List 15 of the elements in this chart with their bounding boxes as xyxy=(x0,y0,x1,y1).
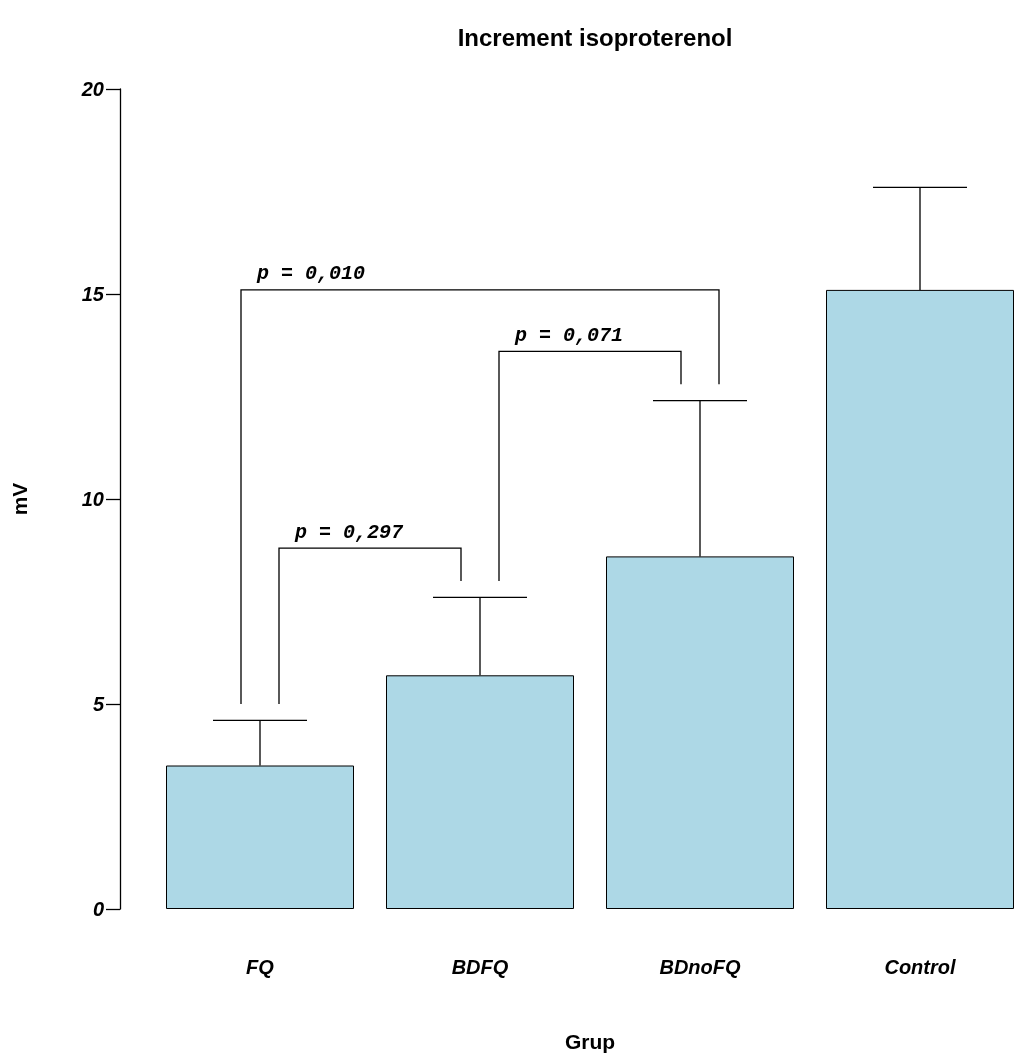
y-tick-label: 0 xyxy=(92,898,104,920)
y-tick-label: 20 xyxy=(80,78,104,100)
y-axis-title: mV xyxy=(8,482,31,516)
x-tick-label: BDnoFQ xyxy=(659,956,741,978)
annotation: p = 0,071 xyxy=(514,323,624,347)
x-tick-label: Control xyxy=(884,956,956,978)
y-tick-label: 10 xyxy=(81,488,104,510)
annotation: p = 0,010 xyxy=(256,262,366,286)
x-tick-label: FQ xyxy=(246,956,275,978)
annotation: p = 0,297 xyxy=(294,520,405,544)
y-tick-label: 5 xyxy=(92,693,105,715)
chart-title: Increment isoproterenol xyxy=(457,23,733,51)
x-axis-title: Grup xyxy=(564,1030,616,1053)
y-tick-label: 15 xyxy=(81,283,105,305)
x-tick-label: BDFQ xyxy=(451,956,509,978)
